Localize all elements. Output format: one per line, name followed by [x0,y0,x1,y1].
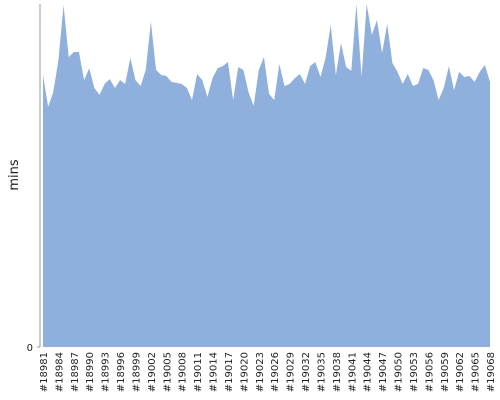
x-tick-label: #18999 [131,352,142,392]
x-tick-label: #19002 [147,352,158,392]
x-tick-label: #19017 [224,352,235,392]
x-tick-label: #19029 [286,352,297,392]
x-tick-label: #19005 [162,352,173,392]
x-tick-label: #19065 [471,352,482,392]
x-tick-label: #19038 [332,352,343,392]
x-tick-label: #19047 [378,352,389,392]
x-tick-label: #18987 [70,352,81,392]
x-tick-label: #19035 [316,352,327,392]
y-axis-label: mins [7,159,22,191]
x-tick-label: #19014 [209,352,220,392]
x-tick-label: #19008 [178,352,189,392]
x-tick-label: #19026 [270,352,281,392]
x-tick-label: #19041 [347,352,358,392]
area [43,4,490,347]
x-tick-label: #19032 [301,352,312,392]
x-tick-label: #18990 [85,352,96,392]
x-tick-label: #19053 [409,352,420,392]
x-tick-label: #18993 [101,352,112,392]
x-tick-label: #18984 [54,352,65,392]
x-tick-label: #18981 [39,352,50,392]
x-tick-label: #18996 [116,352,127,392]
x-tick-label: #19023 [255,352,266,392]
x-tick-label: #19050 [394,352,405,392]
x-tick-label: #19062 [455,352,466,392]
x-tick-label: #19011 [193,352,204,392]
y-tick-label: 0 [27,343,33,354]
x-tick-label: #19059 [440,352,451,392]
x-tick-label: #19068 [486,352,497,392]
x-tick-label: #19020 [239,352,250,392]
x-tick-label: #19056 [424,352,435,392]
x-tick-label: #19044 [363,352,374,392]
